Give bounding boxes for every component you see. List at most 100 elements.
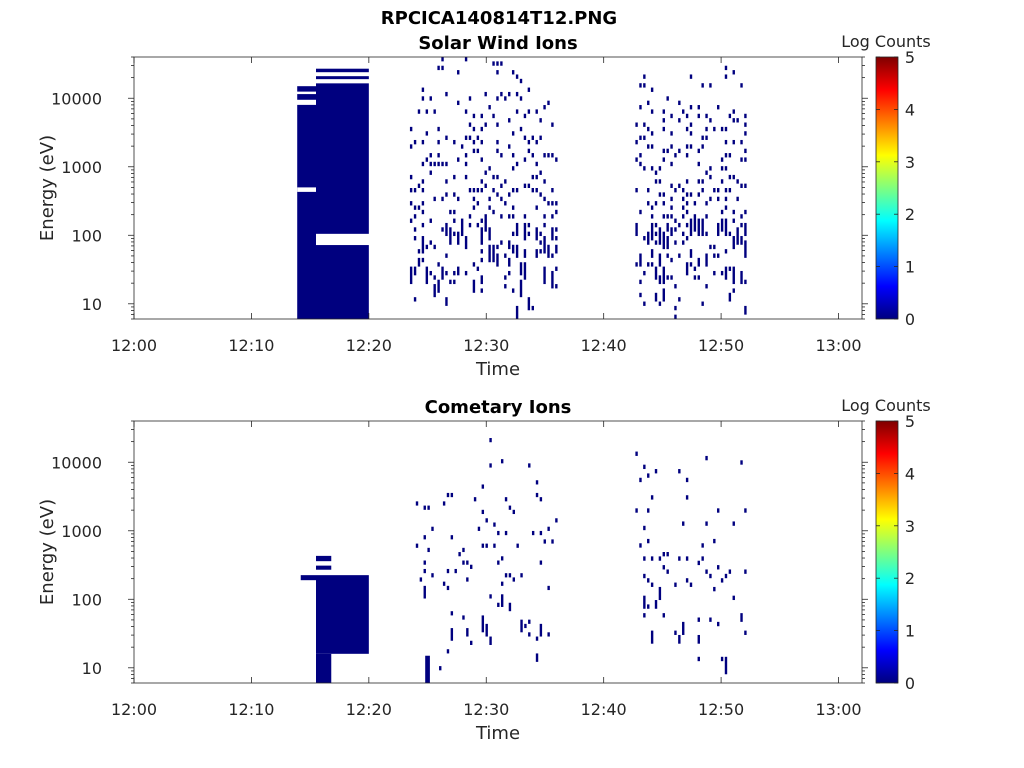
count-mark [682, 521, 685, 526]
count-mark [523, 135, 527, 140]
count-mark [445, 135, 448, 140]
x-tick-label: 13:00 [815, 700, 861, 719]
count-mark [508, 257, 511, 267]
count-mark [476, 266, 480, 271]
count-mark [523, 262, 527, 280]
count-mark [497, 602, 500, 607]
count-mark [724, 139, 728, 145]
count-mark [496, 122, 499, 127]
count-mark [484, 122, 487, 127]
count-mark [724, 65, 728, 71]
count-mark [551, 122, 554, 127]
count-mark [654, 469, 658, 474]
count-mark [508, 505, 512, 510]
count-mark [724, 218, 728, 237]
count-mark [720, 218, 724, 232]
count-mark [543, 266, 546, 285]
count-mark [744, 305, 747, 315]
count-mark [504, 573, 508, 578]
count-mark [496, 244, 499, 250]
count-mark [647, 144, 650, 149]
count-mark [423, 560, 426, 565]
x-tick-label: 12:50 [698, 336, 744, 355]
count-mark [701, 83, 704, 88]
count-mark [508, 270, 511, 276]
count-mark [720, 166, 724, 171]
count-mark [437, 126, 440, 132]
count-mark [547, 632, 550, 637]
count-mark [658, 275, 662, 285]
count-mark [709, 118, 712, 123]
count-mark [413, 236, 417, 241]
spectrogram-area [297, 57, 747, 319]
count-mark [464, 153, 468, 158]
count-mark [492, 244, 495, 263]
count-mark [441, 196, 444, 202]
count-mark [417, 257, 421, 267]
count-mark [531, 174, 534, 180]
count-mark [551, 270, 554, 289]
count-mark [666, 96, 669, 101]
count-mark [515, 244, 519, 258]
count-mark [496, 174, 499, 180]
count-mark [639, 253, 642, 267]
count-mark [531, 153, 534, 158]
count-mark [685, 126, 689, 132]
count-block-1 [316, 575, 369, 654]
count-mark [670, 183, 673, 188]
count-mark [705, 126, 708, 132]
count-mark [717, 508, 720, 513]
count-mark [480, 257, 483, 263]
count-mark [732, 118, 735, 123]
y-tick-label: 100 [71, 590, 102, 609]
count-mark [547, 244, 550, 258]
count-mark [724, 249, 728, 254]
count-mark [543, 222, 546, 228]
count-mark [693, 266, 697, 271]
count-mark [466, 560, 469, 565]
count-mark [662, 148, 665, 154]
count-mark [476, 188, 480, 193]
count-mark [643, 122, 646, 127]
count-mark [535, 139, 538, 145]
count-mark [480, 113, 483, 119]
count-mark [528, 632, 531, 637]
count-mark [689, 144, 693, 149]
count-mark [480, 227, 483, 245]
count-mark [543, 105, 546, 110]
count-mark [701, 543, 704, 548]
count-mark [470, 640, 473, 645]
count-mark [736, 179, 739, 184]
x-tick-label: 12:30 [463, 336, 509, 355]
count-mark [527, 231, 531, 237]
count-mark [531, 188, 534, 193]
panel-2: 12:00 12:10 12:20 12:30 12:40 12:50 13:0010100… [37, 396, 931, 744]
count-mark [504, 275, 507, 280]
count-mark [445, 91, 448, 97]
count-mark [543, 179, 546, 184]
count-mark [504, 179, 507, 184]
count-block-3 [316, 245, 369, 319]
count-mark [705, 201, 708, 206]
plot-frame [133, 420, 863, 684]
count-mark [658, 586, 662, 601]
figure-title: RPCICA140814T12.PNG [381, 8, 617, 29]
count-mark [413, 139, 417, 145]
count-mark [413, 214, 417, 219]
count-mark [654, 170, 658, 175]
count-mark [535, 636, 539, 641]
gap-0 [297, 187, 316, 192]
count-mark [543, 214, 546, 219]
count-mark [446, 585, 450, 591]
count-mark [717, 222, 720, 237]
count-mark [457, 100, 460, 106]
x-tick-label: 12:30 [463, 700, 509, 719]
count-mark [724, 196, 728, 202]
count-mark [744, 183, 747, 188]
count-mark [736, 118, 739, 123]
count-mark [500, 594, 504, 607]
count-mark [678, 297, 681, 302]
count-mark [682, 188, 685, 193]
count-mark [468, 222, 472, 228]
count-mark [481, 509, 485, 515]
